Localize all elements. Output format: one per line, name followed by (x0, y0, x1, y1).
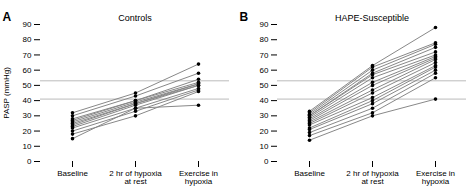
svg-text:0: 0 (264, 157, 269, 166)
svg-text:2 hr of hypoxiaat rest: 2 hr of hypoxiaat rest (109, 169, 162, 186)
svg-text:A: A (3, 10, 12, 24)
svg-text:50: 50 (260, 81, 269, 90)
svg-text:Controls: Controls (118, 13, 152, 23)
svg-text:40: 40 (260, 96, 269, 105)
svg-text:80: 80 (260, 35, 269, 44)
svg-text:20: 20 (23, 127, 32, 136)
svg-text:B: B (240, 10, 249, 24)
svg-text:70: 70 (260, 51, 269, 60)
svg-text:HAPE-Susceptible: HAPE-Susceptible (335, 13, 409, 23)
svg-text:60: 60 (260, 66, 269, 75)
svg-text:2 hr of hypoxiaat rest: 2 hr of hypoxiaat rest (346, 169, 399, 186)
svg-text:50: 50 (23, 81, 32, 90)
svg-text:30: 30 (23, 111, 32, 120)
svg-text:Exercise inhypoxia: Exercise inhypoxia (416, 169, 455, 186)
svg-text:Exercise inhypoxia: Exercise inhypoxia (179, 169, 218, 186)
svg-text:10: 10 (260, 142, 269, 151)
svg-text:10: 10 (23, 142, 32, 151)
svg-text:60: 60 (23, 66, 32, 75)
svg-text:0: 0 (27, 157, 32, 166)
svg-text:PASP (mmHg): PASP (mmHg) (2, 67, 11, 119)
svg-text:20: 20 (260, 127, 269, 136)
svg-text:90: 90 (23, 20, 32, 29)
svg-text:70: 70 (23, 51, 32, 60)
svg-text:Baseline: Baseline (294, 169, 325, 178)
svg-text:40: 40 (23, 96, 32, 105)
svg-text:90: 90 (260, 20, 269, 29)
svg-text:80: 80 (23, 35, 32, 44)
svg-text:Baseline: Baseline (57, 169, 88, 178)
svg-text:30: 30 (260, 111, 269, 120)
